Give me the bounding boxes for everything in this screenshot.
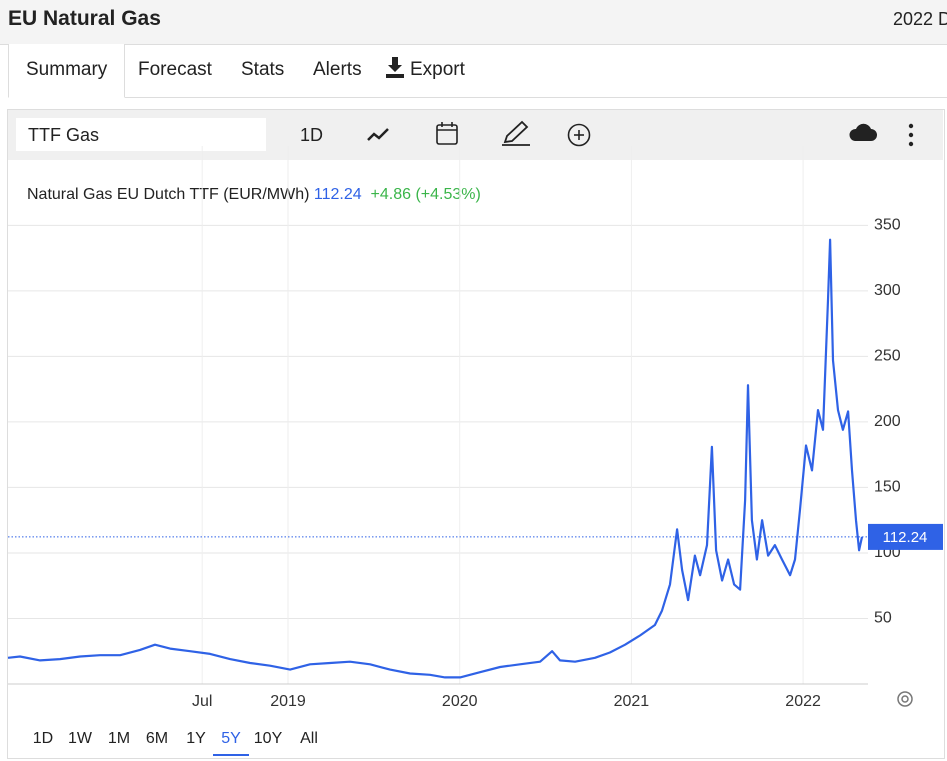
chart-type-icon[interactable] [367, 128, 389, 141]
x-tick-label: 2021 [614, 693, 650, 710]
export-icon [386, 57, 404, 78]
tab[interactable]: Forecast [138, 59, 212, 80]
range-button[interactable]: 1M [107, 730, 131, 747]
last-value: 112.24 [313, 186, 362, 203]
x-tick-label: 2020 [442, 693, 478, 710]
calendar-icon[interactable] [436, 122, 458, 145]
range-button[interactable]: 1W [68, 730, 92, 747]
last-value-box [868, 523, 943, 550]
tab[interactable]: Summary [8, 44, 126, 98]
tab[interactable]: Alerts [313, 59, 362, 80]
range-button[interactable]: 1D [32, 730, 54, 747]
x-tick-label: 2019 [270, 693, 306, 710]
range-button[interactable]: 1Y [186, 730, 206, 747]
price-line [7, 238, 864, 679]
tabs: Summary Forecast Stats Alerts Export [8, 44, 947, 98]
header: EU Natural Gas 2022 D [0, 0, 947, 45]
range-button[interactable]: All [300, 730, 318, 747]
legend: Natural Gas EU Dutch TTF (EUR/MWh) 112.2… [27, 186, 481, 204]
tab[interactable]: Stats [241, 59, 285, 80]
y-tick-label: 150 [874, 479, 901, 496]
date: 2022 D [893, 9, 947, 29]
series-name: Natural Gas EU Dutch TTF (EUR/MWh) [27, 186, 310, 203]
y-tick-label: 200 [874, 413, 901, 430]
tab[interactable]: Export [368, 44, 482, 97]
interval-button[interactable]: 1D [300, 125, 324, 145]
range-button[interactable]: 10Y [253, 730, 283, 747]
y-tick-label: 300 [874, 282, 901, 299]
y-tick-label: 250 [874, 348, 901, 365]
download-icon[interactable] [849, 123, 877, 141]
y-tick-label: 350 [874, 217, 901, 234]
change: +4.86 [370, 186, 411, 203]
compare-icon[interactable] [567, 123, 591, 147]
last-value-label: 112.24 [883, 529, 928, 546]
x-tick-label: Jul [192, 693, 212, 710]
settings-icon[interactable] [897, 691, 913, 707]
toolbar-icons [367, 120, 914, 147]
range-button[interactable]: 5Y [213, 724, 249, 756]
chart-panel [7, 109, 945, 759]
menu-icon[interactable] [908, 123, 914, 147]
symbol-input[interactable]: TTF Gas [16, 118, 266, 151]
page-title: EU Natural Gas [8, 7, 161, 30]
draw-icon[interactable] [502, 120, 530, 146]
y-tick-label: 50 [874, 610, 892, 627]
x-tick-label: 2022 [785, 693, 821, 710]
range-button[interactable]: 6M [145, 730, 169, 747]
change-pct: (+4.53%) [415, 186, 481, 203]
